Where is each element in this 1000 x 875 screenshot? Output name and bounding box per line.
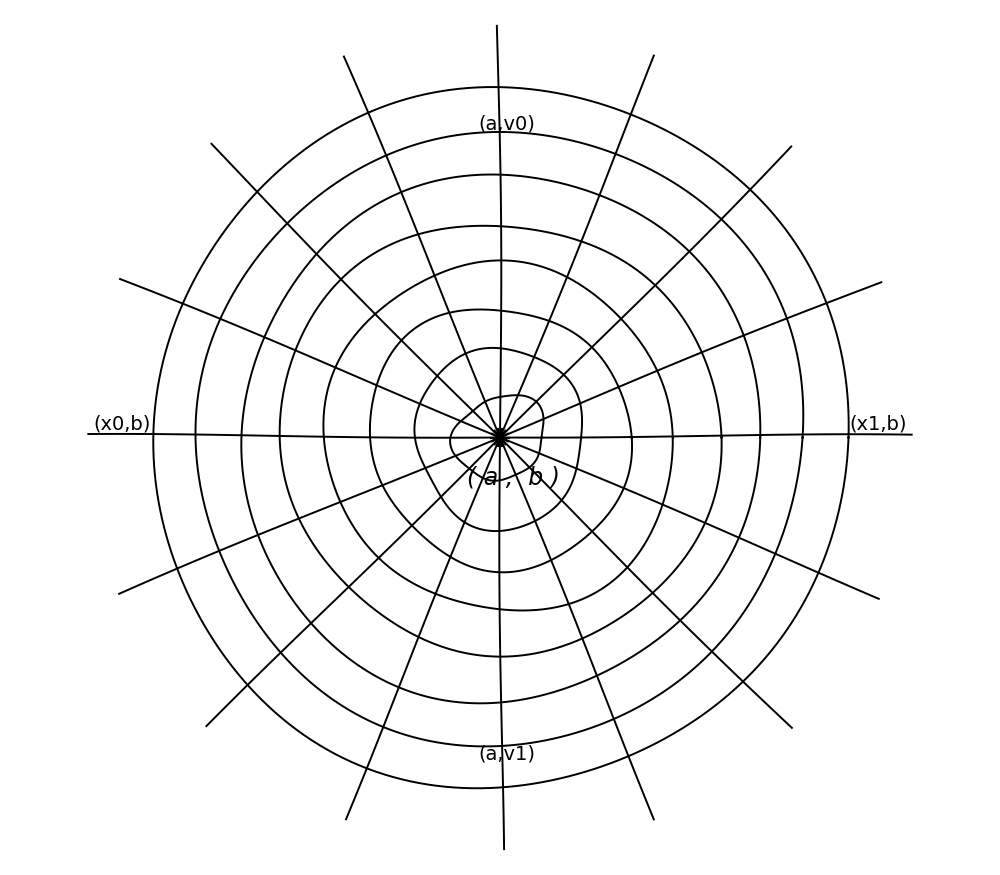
Text: (x1,b): (x1,b) xyxy=(849,414,906,433)
Text: (x0,b): (x0,b) xyxy=(94,414,151,433)
Text: (a,v1): (a,v1) xyxy=(478,745,535,764)
Text: ( a ,  b ): ( a , b ) xyxy=(467,466,560,489)
Text: (a,v0): (a,v0) xyxy=(479,115,535,134)
